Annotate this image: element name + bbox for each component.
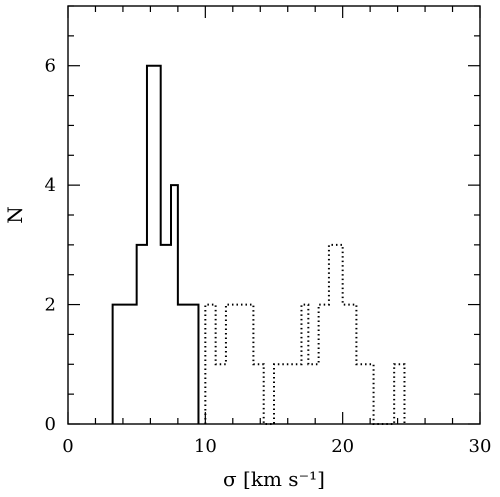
y-tick-label: 4 bbox=[45, 175, 56, 196]
axis-ticks bbox=[67, 5, 481, 425]
y-tick-label: 6 bbox=[45, 56, 56, 77]
plot-frame bbox=[67, 5, 481, 425]
x-tick-label: 20 bbox=[331, 436, 354, 457]
y-tick-labels: 0 2 4 6 bbox=[45, 56, 56, 435]
x-tick-label: 10 bbox=[194, 436, 217, 457]
x-tick-labels: 0 10 20 30 bbox=[62, 436, 491, 457]
y-tick-label: 0 bbox=[45, 414, 56, 435]
x-tick-label: 30 bbox=[469, 436, 492, 457]
y-axis-label: N bbox=[3, 206, 27, 224]
solid-histogram bbox=[111, 64, 200, 424]
x-axis-label: σ [km s⁻¹] bbox=[223, 467, 325, 491]
histogram-series bbox=[111, 64, 406, 425]
x-tick-label: 0 bbox=[62, 436, 73, 457]
plot-area bbox=[67, 5, 481, 425]
y-tick-label: 2 bbox=[45, 295, 56, 316]
dotted-histogram bbox=[204, 243, 406, 425]
